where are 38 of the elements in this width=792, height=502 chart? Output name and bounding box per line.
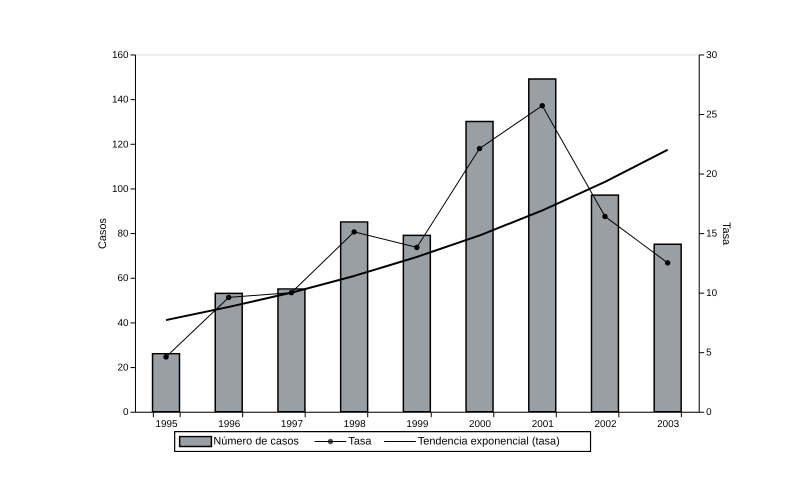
y2-tick-label: 0	[706, 407, 712, 418]
y-tick-label: 160	[112, 50, 130, 61]
point	[664, 260, 670, 266]
point	[414, 244, 420, 250]
y2-tick-label: 10	[706, 288, 718, 300]
point	[226, 294, 232, 300]
x-tick-label: 1999	[406, 419, 429, 430]
y-tick-label: 60	[117, 273, 130, 284]
y-tick-label: 100	[112, 184, 130, 195]
y-tick-label: 40	[117, 318, 130, 329]
x-tick-label: 2003	[657, 419, 680, 430]
y2-tick-label: 5	[706, 348, 712, 359]
x-tick-label: 2000	[469, 419, 492, 430]
y-tick-label: 20	[117, 362, 130, 374]
y-tick-label: 120	[112, 139, 130, 150]
x-tick-label: 1997	[280, 419, 304, 430]
point	[163, 354, 169, 360]
legend-label: Tasa	[348, 436, 372, 448]
legend-label: Tendencia exponencial (tasa)	[418, 436, 560, 448]
y2-tick-label: 30	[706, 50, 718, 61]
y-tick-label: 140	[112, 94, 130, 106]
y2-axis-title: Tasa	[720, 222, 732, 246]
x-tick-label: 1998	[344, 419, 366, 430]
y2-tick-label: 25	[706, 109, 718, 120]
y-tick-label: 0	[123, 407, 130, 418]
point	[351, 229, 357, 235]
point	[540, 102, 545, 108]
y-axis-title: Casos	[97, 218, 110, 250]
point	[476, 146, 482, 152]
x-tick-label: 1996	[218, 419, 241, 430]
y2-tick-label: 15	[706, 228, 718, 240]
legend-label: Número de casos	[213, 436, 300, 448]
point	[602, 214, 608, 220]
x-tick-label: 2001	[532, 419, 554, 430]
y2-tick-label: 20	[706, 169, 718, 180]
y-tick-label: 80	[117, 228, 130, 240]
x-tick-label: 2002	[594, 419, 617, 430]
x-tick-label: 1995	[155, 419, 178, 430]
